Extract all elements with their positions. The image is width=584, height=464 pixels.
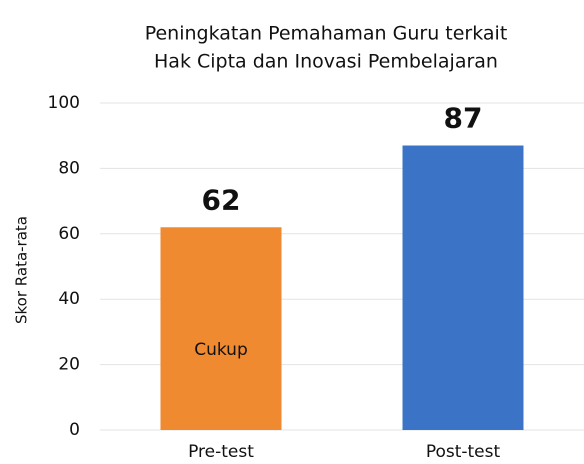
x-tick-label: Post-test — [426, 442, 501, 462]
y-tick-label: 20 — [58, 355, 80, 375]
y-axis-label: Skor Rata-rata — [13, 216, 31, 324]
bar — [402, 145, 524, 430]
data-label: 62 — [202, 183, 241, 216]
chart-title: Peningkatan Pemahaman Guru terkait — [145, 23, 508, 45]
y-tick-label: 80 — [58, 158, 80, 178]
bar — [160, 227, 282, 430]
x-tick-label: Pre-test — [188, 442, 254, 462]
annotation: Cukup — [194, 340, 248, 360]
y-tick-label: 100 — [48, 93, 80, 113]
chart-title: Hak Cipta dan Inovasi Pembelajaran — [154, 51, 498, 73]
y-tick-label: 60 — [58, 224, 80, 244]
data-label: 87 — [444, 102, 483, 135]
y-tick-label: 0 — [69, 420, 80, 440]
y-tick-label: 40 — [58, 289, 80, 309]
